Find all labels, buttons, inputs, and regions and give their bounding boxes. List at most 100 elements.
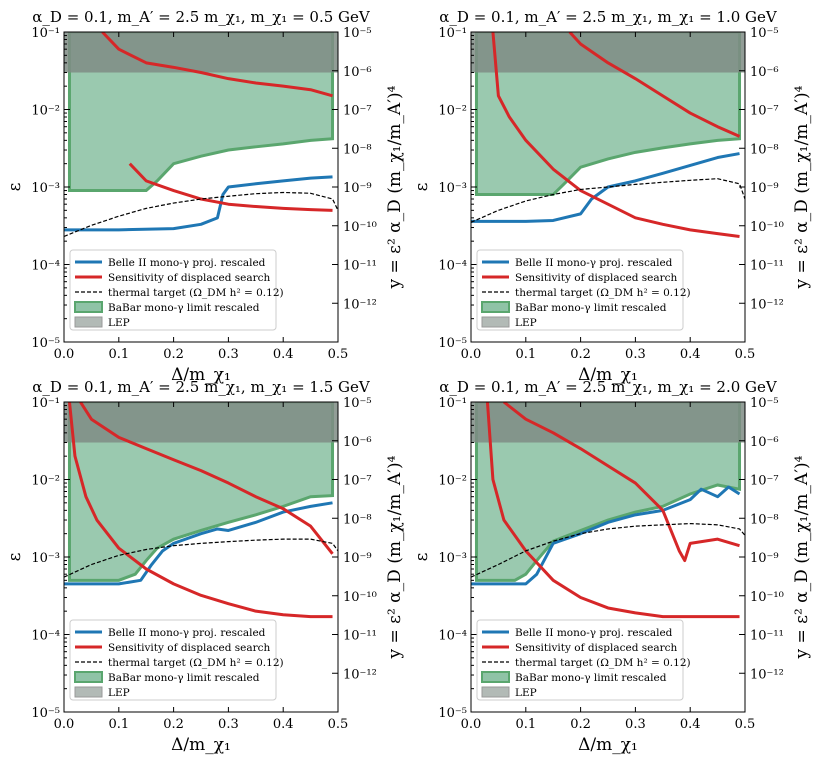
y-right-tick-label: 10⁻¹² [750,297,784,312]
y-right-tick-label: 10⁻¹¹ [750,259,784,274]
x-tick-label: 0.4 [680,717,701,732]
y-tick-label: 10⁻³ [31,551,60,566]
displaced-line-2 [128,162,333,212]
legend-label-babar: BaBar mono-γ limit rescaled [108,302,260,314]
y-axis-title: ε [5,182,25,191]
displaced-line-1 [101,32,333,98]
y-tick-label: 10⁻² [438,474,467,489]
x-tick-label: 0.5 [328,717,349,732]
displaced-line-1 [502,402,740,563]
y-right-tick-label: 10⁻⁸ [343,512,372,527]
y-tick-label: 10⁻² [31,104,60,119]
y-axis-title: ε [412,182,432,191]
y-right-axis-title: y = ε² α_D (m_χ₁/m_A′)⁴ [792,85,812,289]
legend-swatch-lep [74,686,103,698]
thermal-line-3 [64,538,338,578]
legend-label-displaced: Sensitivity of displaced search [515,272,678,284]
x-tick-label: 0.1 [515,347,536,362]
chart-panel-4: α_D = 0.1, m_A′ = 2.5 m_χ₁, m_χ₁ = 2.0 G… [412,378,812,755]
y-right-tick-label: 10⁻⁵ [343,26,372,41]
y-right-tick-label: 10⁻⁵ [343,396,372,411]
y-right-tick-label: 10⁻⁷ [343,474,372,489]
legend-label-lep: LEP [108,687,130,699]
y-tick-label: 10⁻⁴ [31,629,60,644]
displaced-line-1 [568,32,741,138]
belle-line-0 [64,175,333,232]
babar-region [67,402,335,582]
y-tick-label: 10⁻⁴ [438,629,467,644]
y-tick-label: 10⁻³ [438,181,467,196]
legend-swatch-lep [481,316,510,328]
y-right-tick-label: 10⁻⁸ [343,142,372,157]
legend-label-thermal: thermal target (Ω_DM h² = 0.12) [108,657,284,669]
x-axis-title: Δ/m_χ₁ [578,735,638,755]
thermal-line-3 [471,178,745,223]
y-tick-label: 10⁻¹ [438,396,467,411]
legend-label-belle: Belle II mono-γ proj. rescaled [515,257,673,269]
legend-label-lep: LEP [515,317,537,329]
y-right-tick-label: 10⁻¹² [750,667,784,682]
y-right-axis-title: y = ε² α_D (m_χ₁/m_A′)⁴ [385,85,405,289]
y-tick-label: 10⁻⁵ [438,706,467,721]
legend-label-belle: Belle II mono-γ proj. rescaled [515,627,673,639]
y-right-tick-label: 10⁻⁹ [343,551,372,566]
y-right-tick-label: 10⁻¹⁰ [343,220,377,235]
x-axis-title: Δ/m_χ₁ [171,365,231,385]
belle-line-0 [64,501,333,586]
y-right-tick-label: 10⁻¹⁰ [343,590,377,605]
y-tick-label: 10⁻¹ [31,26,60,41]
legend-label-babar: BaBar mono-γ limit rescaled [515,672,667,684]
legend-swatch-lep [74,316,103,328]
displaced-line-2 [67,402,333,619]
y-tick-label: 10⁻⁵ [438,336,467,351]
x-tick-label: 0.3 [625,717,646,732]
legend-box [69,249,277,331]
x-tick-label: 0.1 [108,717,129,732]
legend-label-belle: Belle II mono-γ proj. rescaled [108,257,266,269]
x-tick-label: 0.1 [515,717,536,732]
legend-swatch-babar [74,301,103,313]
y-right-tick-label: 10⁻⁸ [750,142,779,157]
y-right-tick-label: 10⁻⁹ [750,551,779,566]
y-tick-label: 10⁻⁴ [31,259,60,274]
y-tick-label: 10⁻³ [438,551,467,566]
legend-label-thermal: thermal target (Ω_DM h² = 0.12) [515,287,691,299]
legend: Belle II mono-γ proj. rescaled Sensitivit… [476,619,691,701]
displaced-line-1 [79,402,334,555]
panel-title: α_D = 0.1, m_A′ = 2.5 m_χ₁, m_χ₁ = 1.5 G… [32,378,371,396]
plot-area [471,402,745,619]
legend-label-thermal: thermal target (Ω_DM h² = 0.12) [515,657,691,669]
panel-title: α_D = 0.1, m_A′ = 2.5 m_χ₁, m_χ₁ = 0.5 G… [32,8,371,26]
legend-swatch-babar [481,301,510,313]
x-tick-label: 0.0 [54,347,75,362]
y-right-tick-label: 10⁻⁵ [750,396,779,411]
y-tick-label: 10⁻⁴ [438,259,467,274]
x-tick-label: 0.2 [163,347,184,362]
x-tick-label: 0.2 [163,717,184,732]
y-right-tick-label: 10⁻⁶ [750,435,779,450]
legend-label-thermal: thermal target (Ω_DM h² = 0.12) [108,287,284,299]
x-tick-label: 0.0 [54,717,75,732]
x-tick-label: 0.5 [328,347,349,362]
y-right-tick-label: 10⁻⁷ [343,104,372,119]
chart-panel-1: α_D = 0.1, m_A′ = 2.5 m_χ₁, m_χ₁ = 0.5 G… [5,8,405,385]
y-right-tick-label: 10⁻¹² [343,297,377,312]
x-tick-label: 0.0 [461,347,482,362]
x-tick-label: 0.2 [570,717,591,732]
y-right-tick-label: 10⁻¹¹ [343,629,377,644]
legend-label-displaced: Sensitivity of displaced search [108,642,271,654]
legend: Belle II mono-γ proj. rescaled Sensitivit… [69,619,284,701]
x-tick-label: 0.3 [218,717,239,732]
y-right-tick-label: 10⁻⁸ [750,512,779,527]
belle-line-0 [471,152,740,223]
displaced-line-2 [485,402,740,619]
y-tick-label: 10⁻¹ [31,396,60,411]
y-right-tick-label: 10⁻¹¹ [343,259,377,274]
legend-label-belle: Belle II mono-γ proj. rescaled [108,627,266,639]
y-axis-title: ε [412,552,432,561]
y-tick-label: 10⁻² [31,474,60,489]
x-tick-label: 0.4 [273,717,294,732]
plot-area [64,32,338,238]
x-tick-label: 0.5 [735,717,756,732]
